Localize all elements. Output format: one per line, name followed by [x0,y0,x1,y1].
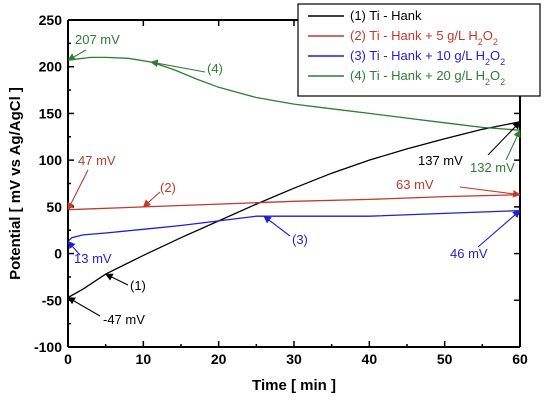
x-tick-label: 0 [64,351,72,367]
legend-label: (3) Ti - Hank + 10 g/L H2O2 [350,48,505,67]
annotation-arrow [477,210,521,248]
x-tick-label: 10 [136,351,152,367]
annotation-label: (4) [207,61,223,76]
legend-label: (2) Ti - Hank + 5 g/L H2O2 [350,28,498,47]
y-tick-label: 0 [54,246,62,262]
y-tick-label: 150 [39,105,63,121]
x-tick-label: 50 [437,351,453,367]
series-line-3 [67,209,521,242]
series-line-4 [67,56,521,131]
annotation-label: 137 mV [418,153,463,168]
annotation-arrow [67,240,81,256]
legend-label: (4) Ti - Hank + 20 g/L H2O2 [350,68,505,87]
annotation-arrow [67,297,101,317]
series-line-2 [67,194,521,211]
annotation-arrow [459,186,521,198]
annotation-label: (3) [292,232,308,247]
series-line-1 [67,121,521,299]
annotation-arrow [263,215,291,237]
annotation-label: (2) [160,180,176,195]
annotation-label: 46 mV [450,246,488,261]
annotation-arrow [104,273,129,286]
y-tick-label: 200 [39,59,63,75]
y-tick-label: 50 [46,199,62,215]
legend-box [297,3,541,97]
y-tick-label: 250 [39,12,63,28]
annotation-arrow [150,59,206,73]
x-tick-label: 60 [512,351,528,367]
annotation-label: 63 mV [396,177,434,192]
annotation-arrow [487,121,521,156]
legend: (1) Ti - Hank(2) Ti - Hank + 5 g/L H2O2(… [297,3,541,97]
x-axis-title: Time [ min ] [252,377,336,394]
annotation-label: 132 mV [470,160,515,175]
annotation-arrow [67,169,89,211]
y-tick-label: -50 [42,292,62,308]
x-tick-label: 40 [362,351,378,367]
y-tick-label: 100 [39,152,63,168]
x-tick-label: 30 [286,351,302,367]
annotation-label: 47 mV [78,153,116,168]
annotation-label: -47 mV [103,312,145,327]
annotation-label: 13 mV [74,251,112,266]
annotation-arrow [67,49,87,61]
annotation-arrow [505,129,521,161]
annotation-label: 207 mV [75,32,120,47]
annotations-layer: 207 mV (4) 47 mV (2) 63 mV 137 mV 132 mV (3) 13 … [67,32,521,327]
legend-label: (1) Ti - Hank [350,8,422,23]
y-tick-label: -100 [34,339,62,355]
annotation-label: (1) [130,278,146,293]
annotation-arrow [142,191,161,208]
y-axis-title: Potential [ mV vs Ag/AgCl ] [7,87,24,280]
x-tick-label: 20 [211,351,227,367]
